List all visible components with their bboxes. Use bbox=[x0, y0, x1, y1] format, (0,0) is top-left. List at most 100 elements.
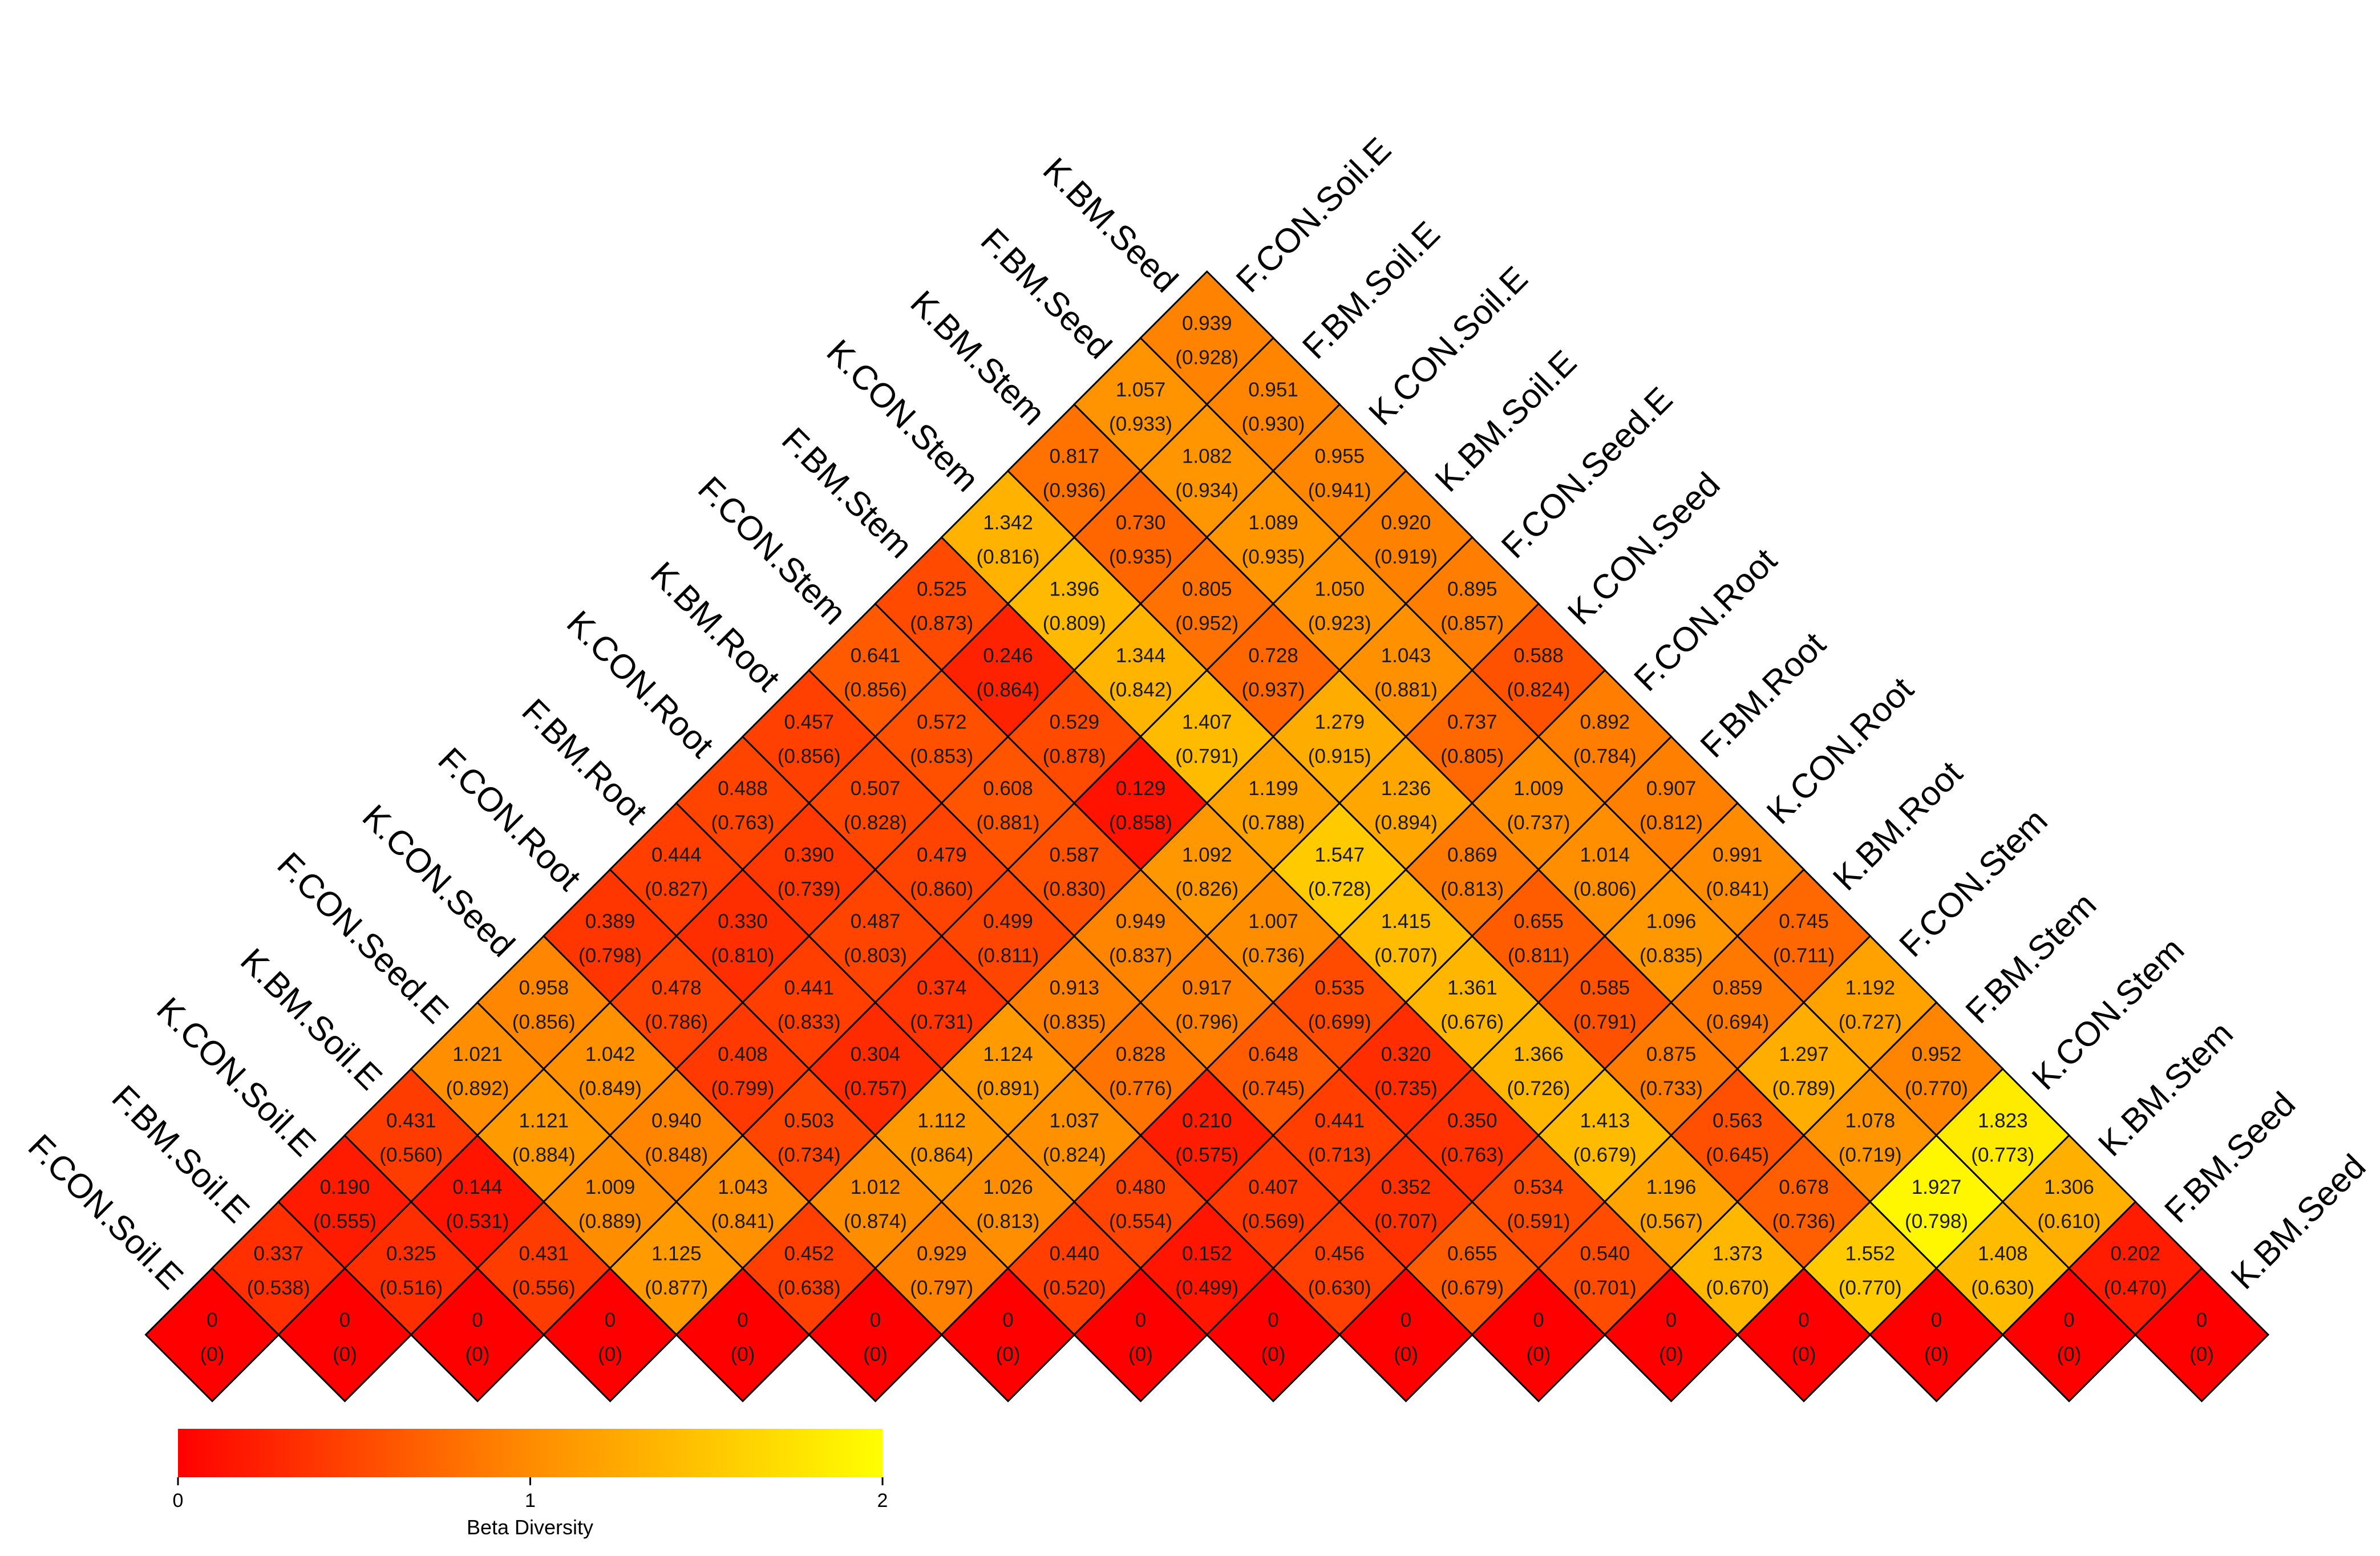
cell-paren-label: (0.470) bbox=[2104, 1277, 2167, 1299]
cell-paren-label: (0.784) bbox=[1573, 745, 1637, 768]
cell-value-label: 0 bbox=[339, 1309, 350, 1331]
cell-value-label: 0.488 bbox=[718, 777, 768, 800]
legend-tick-label: 1 bbox=[525, 1490, 536, 1512]
cell-value-label: 1.297 bbox=[1779, 1043, 1829, 1065]
cell-paren-label: (0.830) bbox=[1043, 878, 1106, 901]
legend-tick-label: 2 bbox=[877, 1490, 888, 1512]
cell-paren-label: (0.813) bbox=[977, 1210, 1040, 1233]
cell-paren-label: (0.853) bbox=[910, 745, 973, 768]
cell-value-label: 0.678 bbox=[1779, 1176, 1829, 1198]
cell-paren-label: (0.707) bbox=[1374, 945, 1438, 967]
cell-paren-label: (0.930) bbox=[1242, 413, 1305, 435]
cell-paren-label: (0.837) bbox=[1109, 945, 1172, 967]
cell-value-label: 0.952 bbox=[1912, 1043, 1962, 1065]
cell-value-label: 0.190 bbox=[320, 1176, 370, 1198]
cell-paren-label: (0.645) bbox=[1706, 1144, 1769, 1166]
cell-value-label: 0.913 bbox=[1049, 977, 1099, 999]
cell-value-label: 1.121 bbox=[519, 1110, 569, 1132]
cell-value-label: 1.396 bbox=[1049, 578, 1099, 601]
cell-value-label: 0.304 bbox=[851, 1043, 901, 1065]
cell-value-label: 0.949 bbox=[1116, 910, 1166, 933]
cell-value-label: 0.441 bbox=[1314, 1110, 1365, 1132]
left-axis-label: F.BM.Root bbox=[515, 691, 655, 832]
cell-paren-label: (0.892) bbox=[446, 1077, 509, 1100]
cell-paren-label: (0.727) bbox=[1839, 1011, 1902, 1034]
cell-value-label: 0.917 bbox=[1182, 977, 1232, 999]
cell-paren-label: (0.824) bbox=[1507, 679, 1571, 701]
cell-value-label: 0.534 bbox=[1513, 1176, 1564, 1198]
cell-value-label: 1.089 bbox=[1248, 512, 1298, 534]
cell-paren-label: (0.935) bbox=[1109, 546, 1172, 568]
cell-value-label: 0.728 bbox=[1248, 645, 1298, 667]
cell-paren-label: (0) bbox=[2057, 1343, 2082, 1365]
cell-value-label: 0.940 bbox=[651, 1110, 702, 1132]
cell-paren-label: (0.719) bbox=[1839, 1144, 1902, 1166]
cell-value-label: 0.907 bbox=[1646, 777, 1697, 800]
cell-value-label: 0.452 bbox=[784, 1243, 834, 1265]
left-axis-label: F.BM.Seed bbox=[974, 221, 1119, 366]
left-axis-label: K.BM.Root bbox=[643, 554, 788, 699]
cell-paren-label: (0.676) bbox=[1440, 1011, 1504, 1034]
cell-value-label: 0.875 bbox=[1646, 1043, 1697, 1065]
cell-paren-label: (0.679) bbox=[1440, 1277, 1504, 1299]
cell-value-label: 0 bbox=[2063, 1309, 2074, 1331]
cell-value-label: 1.096 bbox=[1646, 910, 1697, 933]
cell-value-label: 0.330 bbox=[718, 910, 768, 933]
cell-value-label: 0 bbox=[1002, 1309, 1013, 1331]
cell-value-label: 0.939 bbox=[1182, 313, 1232, 335]
cell-paren-label: (0.707) bbox=[1374, 1210, 1438, 1233]
cell-paren-label: (0.812) bbox=[1640, 812, 1703, 834]
cell-paren-label: (0.726) bbox=[1507, 1077, 1571, 1100]
cell-value-label: 1.021 bbox=[452, 1043, 503, 1065]
cell-paren-label: (0.499) bbox=[1175, 1277, 1238, 1299]
cell-value-label: 0.655 bbox=[1447, 1243, 1497, 1265]
cell-value-label: 0.859 bbox=[1713, 977, 1763, 999]
cell-paren-label: (0.889) bbox=[578, 1210, 642, 1233]
cell-value-label: 0.655 bbox=[1513, 910, 1564, 933]
cell-paren-label: (0.934) bbox=[1175, 480, 1238, 502]
cell-value-label: 0 bbox=[1268, 1309, 1278, 1331]
cell-paren-label: (0.874) bbox=[844, 1210, 907, 1233]
cell-value-label: 0.895 bbox=[1447, 578, 1497, 601]
cell-value-label: 0.479 bbox=[917, 844, 967, 866]
cell-value-label: 1.050 bbox=[1314, 578, 1365, 601]
cell-value-label: 0 bbox=[1135, 1309, 1146, 1331]
cell-value-label: 0.563 bbox=[1713, 1110, 1763, 1132]
cell-value-label: 1.043 bbox=[718, 1176, 768, 1198]
cell-value-label: 0.337 bbox=[253, 1243, 303, 1265]
cell-paren-label: (0.919) bbox=[1374, 546, 1438, 568]
cell-paren-label: (0) bbox=[466, 1343, 490, 1365]
cell-paren-label: (0.816) bbox=[977, 546, 1040, 568]
cell-value-label: 1.408 bbox=[1978, 1243, 2028, 1265]
cell-paren-label: (0) bbox=[731, 1343, 755, 1365]
cell-value-label: 0.525 bbox=[917, 578, 967, 601]
cell-value-label: 1.007 bbox=[1248, 910, 1298, 933]
cell-value-label: 1.124 bbox=[983, 1043, 1033, 1065]
cell-paren-label: (0.891) bbox=[977, 1077, 1040, 1100]
cell-value-label: 1.342 bbox=[983, 512, 1033, 534]
cell-paren-label: (0.858) bbox=[1109, 812, 1172, 834]
cell-paren-label: (0.797) bbox=[910, 1277, 973, 1299]
cell-value-label: 1.306 bbox=[2044, 1176, 2094, 1198]
cell-value-label: 0.641 bbox=[851, 645, 901, 667]
cell-value-label: 1.366 bbox=[1513, 1043, 1564, 1065]
cell-paren-label: (0.556) bbox=[512, 1277, 576, 1299]
right-axis-label: F.BM.Root bbox=[1693, 625, 1833, 765]
cell-paren-label: (0.560) bbox=[379, 1144, 443, 1166]
cell-value-label: 0.325 bbox=[386, 1243, 436, 1265]
cell-paren-label: (0) bbox=[1792, 1343, 1816, 1365]
cell-paren-label: (0.770) bbox=[1905, 1077, 1968, 1100]
cell-value-label: 0 bbox=[605, 1309, 616, 1331]
cell-paren-label: (0.841) bbox=[1706, 878, 1769, 901]
cell-paren-label: (0.806) bbox=[1573, 878, 1637, 901]
cell-paren-label: (0.881) bbox=[1374, 679, 1438, 701]
cell-paren-label: (0.776) bbox=[1109, 1077, 1172, 1100]
cell-paren-label: (0.745) bbox=[1242, 1077, 1305, 1100]
cell-value-label: 0 bbox=[1401, 1309, 1411, 1331]
cell-value-label: 1.344 bbox=[1116, 645, 1166, 667]
cell-value-label: 0.431 bbox=[519, 1243, 569, 1265]
cell-value-label: 1.026 bbox=[983, 1176, 1033, 1198]
cell-paren-label: (0.828) bbox=[844, 812, 907, 834]
cell-value-label: 0.431 bbox=[386, 1110, 436, 1132]
right-axis-label: K.BM.Stem bbox=[2091, 1014, 2240, 1164]
